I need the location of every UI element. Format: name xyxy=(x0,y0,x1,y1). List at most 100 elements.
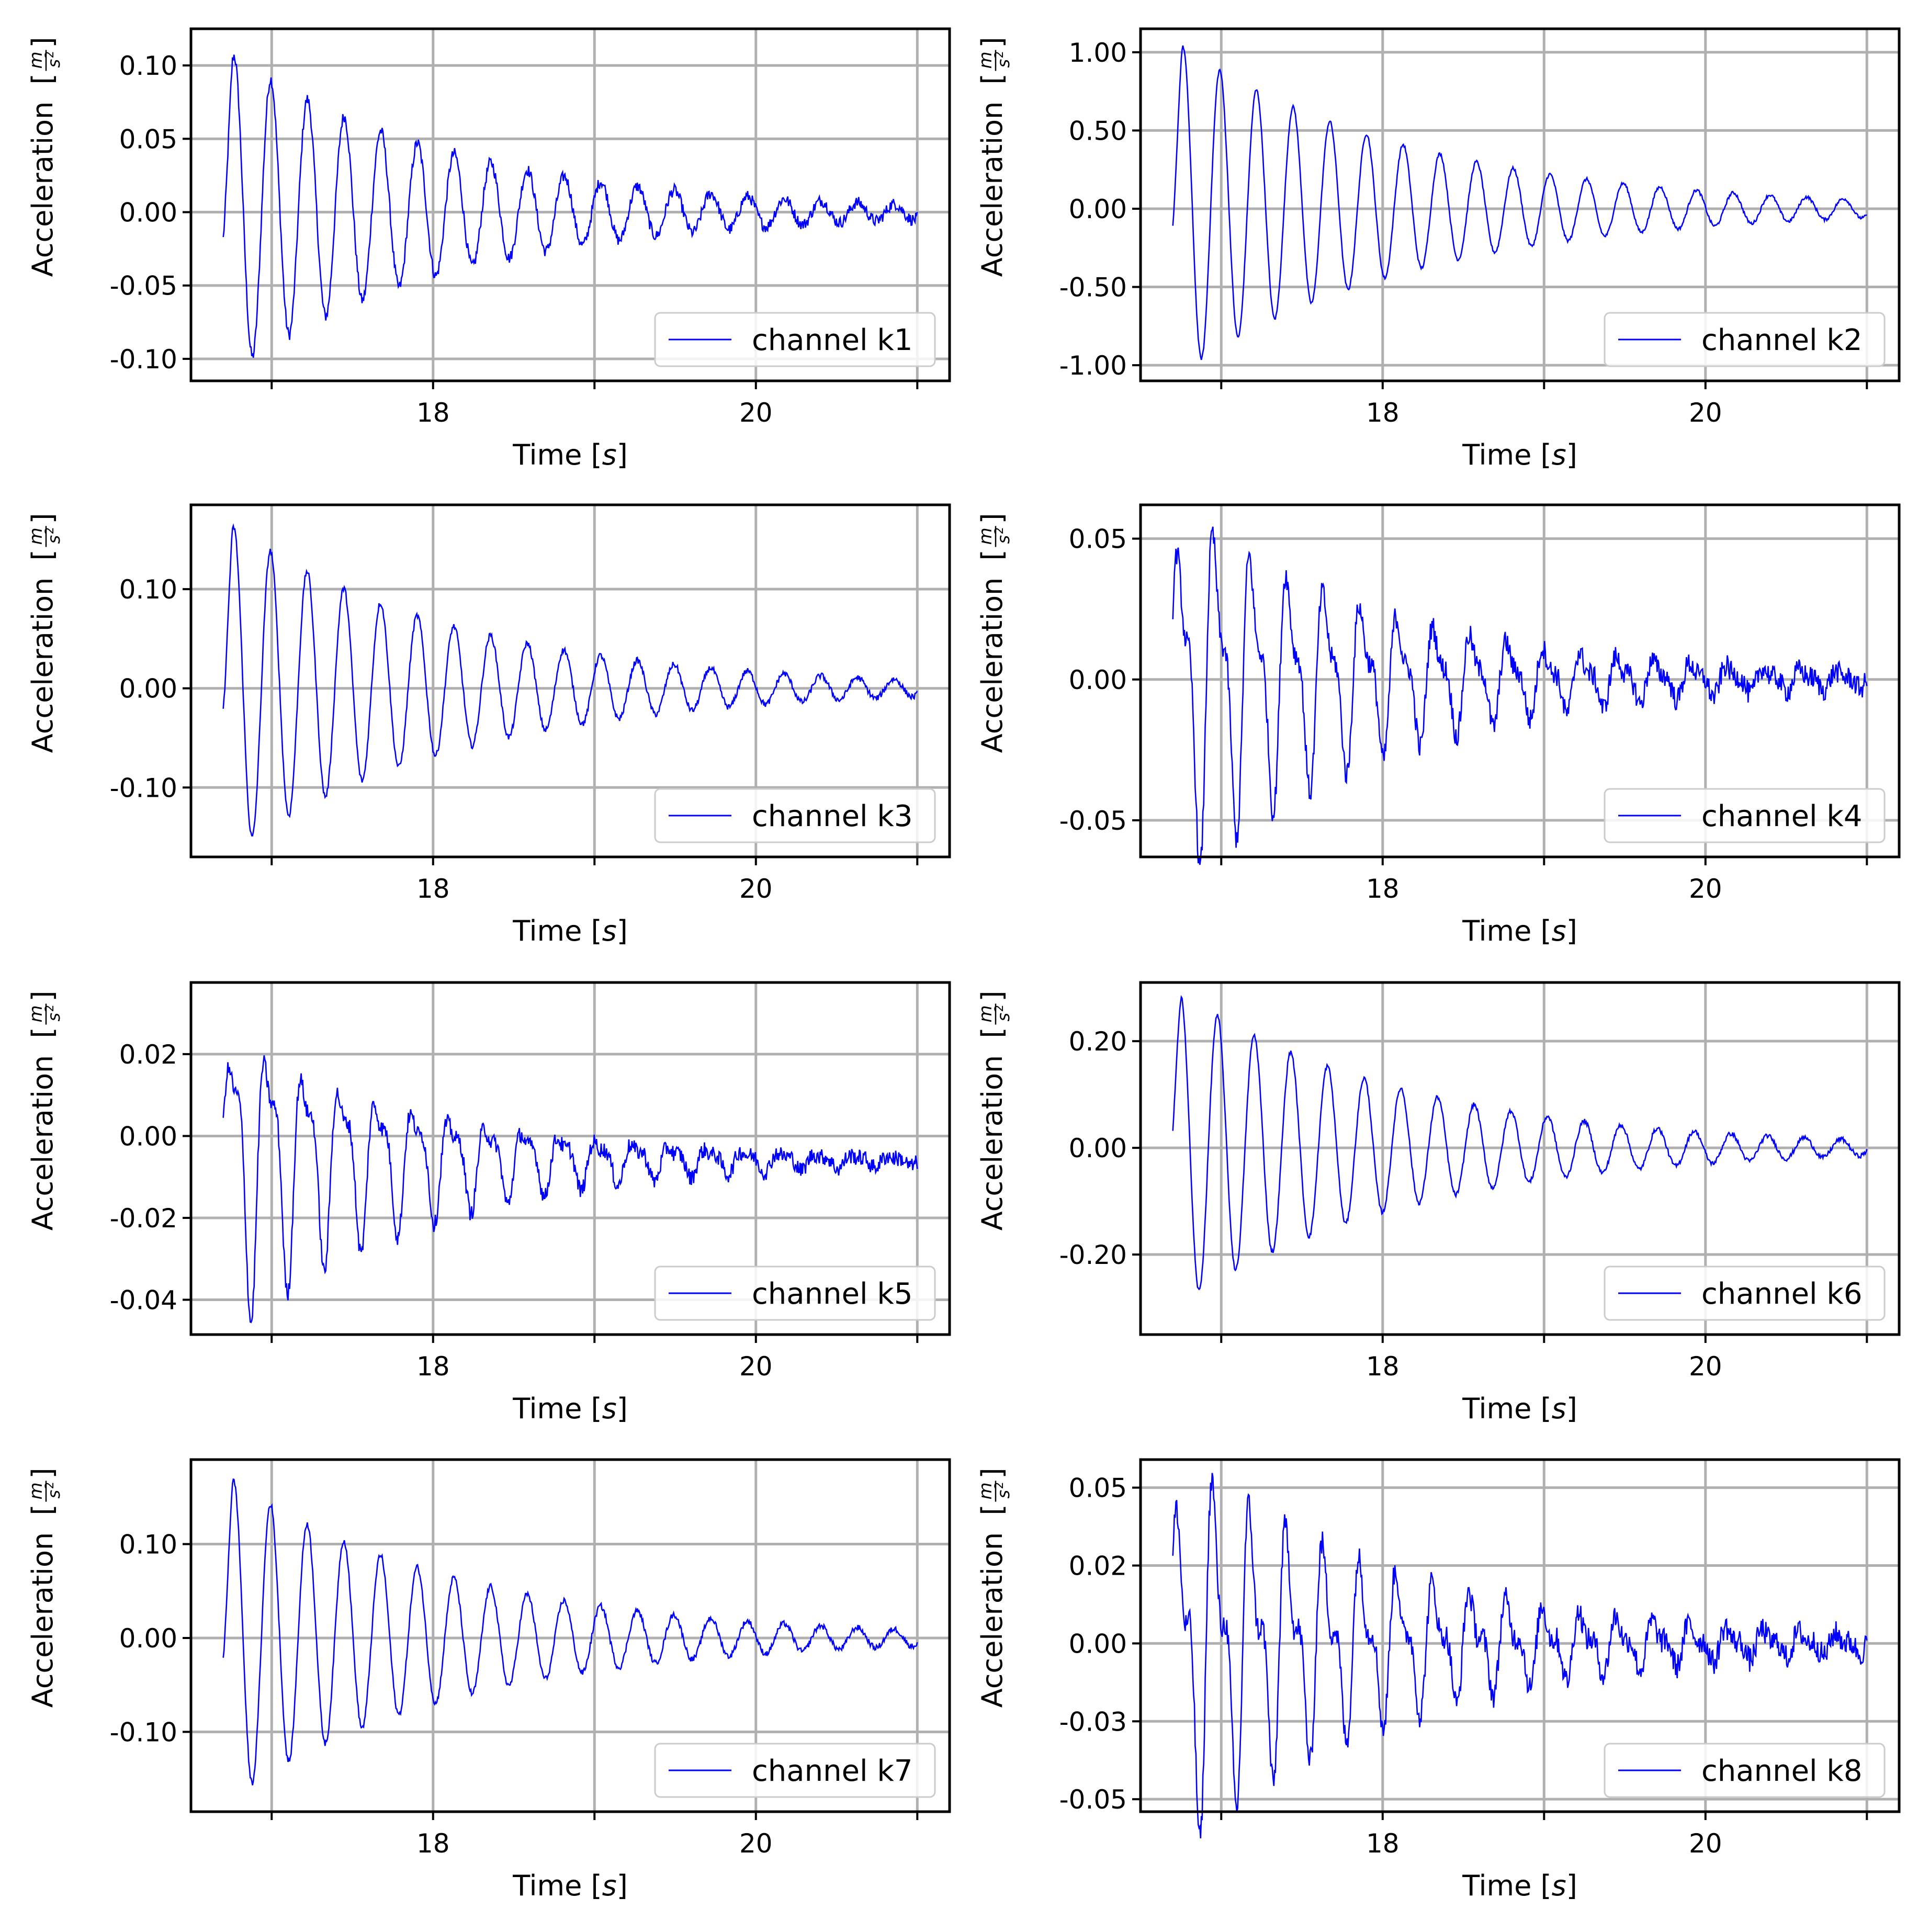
series-line xyxy=(1172,995,1868,1291)
x-tick-label: 20 xyxy=(739,874,773,904)
legend-label: channel k3 xyxy=(752,799,912,833)
y-unit-bracket-open: [ xyxy=(26,73,59,84)
y-unit-bracket-open: [ xyxy=(976,549,1009,560)
legend: channel k6 xyxy=(1604,1266,1886,1321)
legend-label: channel k7 xyxy=(752,1754,912,1788)
x-axis-label: Time [s] xyxy=(512,438,628,471)
y-tick-label: -0.03 xyxy=(1059,1707,1127,1737)
x-tick-label: 20 xyxy=(739,1828,773,1859)
y-unit-bracket-close: ] xyxy=(976,37,1009,48)
y-tick-label: 0.00 xyxy=(119,1623,177,1654)
y-tick-label: -0.04 xyxy=(110,1285,177,1315)
legend: channel k1 xyxy=(654,312,936,367)
y-unit-numerator: m xyxy=(975,1005,996,1022)
y-unit-denominator: s xyxy=(44,1013,64,1022)
legend-label: channel k6 xyxy=(1701,1277,1862,1311)
y-unit-exponent: 2 xyxy=(43,1482,57,1489)
y-axis-label: Acceleration [ms2] xyxy=(26,990,64,1230)
y-unit-bracket-close: ] xyxy=(976,990,1009,1001)
y-tick-label: 1.00 xyxy=(1069,38,1127,68)
x-axis-label: Time [s] xyxy=(512,1392,628,1425)
y-tick-label: 0.10 xyxy=(119,574,177,605)
y-tick-label: 0.00 xyxy=(119,1121,177,1151)
y-unit-bracket-open: [ xyxy=(976,1027,1009,1038)
legend: channel k7 xyxy=(654,1743,936,1798)
y-unit-bracket-close: ] xyxy=(26,513,59,524)
legend-box xyxy=(654,312,936,367)
y-tick-label: -0.20 xyxy=(1059,1240,1127,1270)
y-tick-label: -0.10 xyxy=(110,773,177,803)
axes-frame xyxy=(1139,1458,1901,1813)
x-tick-label: 18 xyxy=(1366,1828,1400,1859)
series-line xyxy=(222,1478,918,1786)
legend-label: channel k4 xyxy=(1701,799,1862,833)
y-tick-label: 0.05 xyxy=(1069,1473,1127,1504)
legend: channel k8 xyxy=(1604,1743,1886,1798)
y-unit-bracket-close: ] xyxy=(26,37,59,48)
y-unit-numerator: m xyxy=(975,527,996,545)
y-unit-exponent: 2 xyxy=(43,527,57,535)
y-unit-denominator: s xyxy=(44,1490,64,1499)
y-unit-exponent: 2 xyxy=(993,51,1006,59)
y-tick-label: -0.05 xyxy=(110,271,177,301)
y-axis-label: Acceleration [ms2] xyxy=(975,1467,1013,1708)
y-unit-bracket-open: [ xyxy=(976,1504,1009,1515)
y-unit-exponent: 2 xyxy=(43,1005,57,1012)
y-unit-denominator: s xyxy=(994,1490,1013,1499)
legend-label: channel k2 xyxy=(1701,323,1862,357)
y-tick-label: 0.05 xyxy=(119,124,177,154)
legend: channel k4 xyxy=(1604,788,1886,843)
x-tick-label: 20 xyxy=(1689,1828,1722,1859)
x-axis-label: Time [s] xyxy=(512,1869,628,1902)
x-tick-label: 20 xyxy=(739,398,773,428)
y-unit-numerator: m xyxy=(26,527,47,545)
subplot-3: 18 20 -0.10 0.00 0.10 Time [s] Acceleration [ms… xyxy=(26,503,951,947)
x-axis-label: Time [s] xyxy=(1462,1392,1577,1425)
y-axis-label-text: Acceleration xyxy=(976,578,1009,753)
y-unit-bracket-close: ] xyxy=(976,1467,1009,1478)
x-tick-label: 20 xyxy=(739,1351,773,1382)
y-axis-label: Acceleration [ms2] xyxy=(975,37,1013,277)
subplot-4: 18 20 -0.05 0.00 0.05 Time [s] Acceleration [ms… xyxy=(975,503,1901,947)
y-axis-label-text: Acceleration xyxy=(26,1055,59,1231)
x-axis-label: Time [s] xyxy=(1462,438,1577,471)
y-unit-numerator: m xyxy=(975,51,996,69)
axes-frame xyxy=(189,27,951,382)
y-tick-label: -0.10 xyxy=(110,1717,177,1747)
y-tick-label: 0.05 xyxy=(1069,524,1127,555)
y-axis-label: Acceleration [ms2] xyxy=(975,990,1013,1230)
y-unit-exponent: 2 xyxy=(993,1482,1006,1489)
y-tick-label: -0.10 xyxy=(110,344,177,375)
subplot-5: 18 20 -0.04 -0.02 0.00 0.02 Time [s] Accelerati… xyxy=(26,981,951,1425)
y-tick-label: 0.00 xyxy=(1069,665,1127,695)
y-tick-label: 0.00 xyxy=(1069,194,1127,224)
x-axis-label: Time [s] xyxy=(1462,914,1577,947)
subplot-7: 18 20 -0.10 0.00 0.10 Time [s] Acceleration [ms… xyxy=(26,1458,951,1902)
x-tick-label: 18 xyxy=(1366,1351,1400,1382)
x-tick-label: 18 xyxy=(416,874,450,904)
y-axis-label: Acceleration [ms2] xyxy=(26,37,64,277)
y-tick-label: -0.05 xyxy=(1059,1784,1127,1815)
x-tick-label: 18 xyxy=(1366,398,1400,428)
axes-frame xyxy=(1139,27,1901,382)
subplot-6: 18 20 -0.20 0.00 0.20 Time [s] Acceleration [ms… xyxy=(975,981,1901,1425)
y-unit-denominator: s xyxy=(994,1013,1013,1022)
legend: channel k5 xyxy=(654,1266,936,1321)
series-line xyxy=(222,1055,918,1324)
y-tick-label: 0.00 xyxy=(1069,1629,1127,1659)
y-tick-label: 0.00 xyxy=(1069,1133,1127,1163)
y-axis-label-text: Acceleration xyxy=(976,101,1009,277)
legend-box xyxy=(654,1743,936,1798)
y-tick-label: 0.50 xyxy=(1069,116,1127,146)
y-tick-label: 0.00 xyxy=(119,674,177,704)
legend-label: channel k1 xyxy=(752,323,912,357)
y-axis-label-text: Acceleration xyxy=(976,1055,1009,1231)
y-unit-bracket-open: [ xyxy=(26,549,59,560)
y-unit-bracket-close: ] xyxy=(26,990,59,1001)
y-unit-denominator: s xyxy=(994,535,1013,544)
x-axis-label: Time [s] xyxy=(512,914,628,947)
y-tick-label: -0.50 xyxy=(1059,273,1127,303)
y-unit-denominator: s xyxy=(44,59,64,68)
y-tick-label: -1.00 xyxy=(1059,351,1127,381)
y-unit-numerator: m xyxy=(26,1005,47,1022)
